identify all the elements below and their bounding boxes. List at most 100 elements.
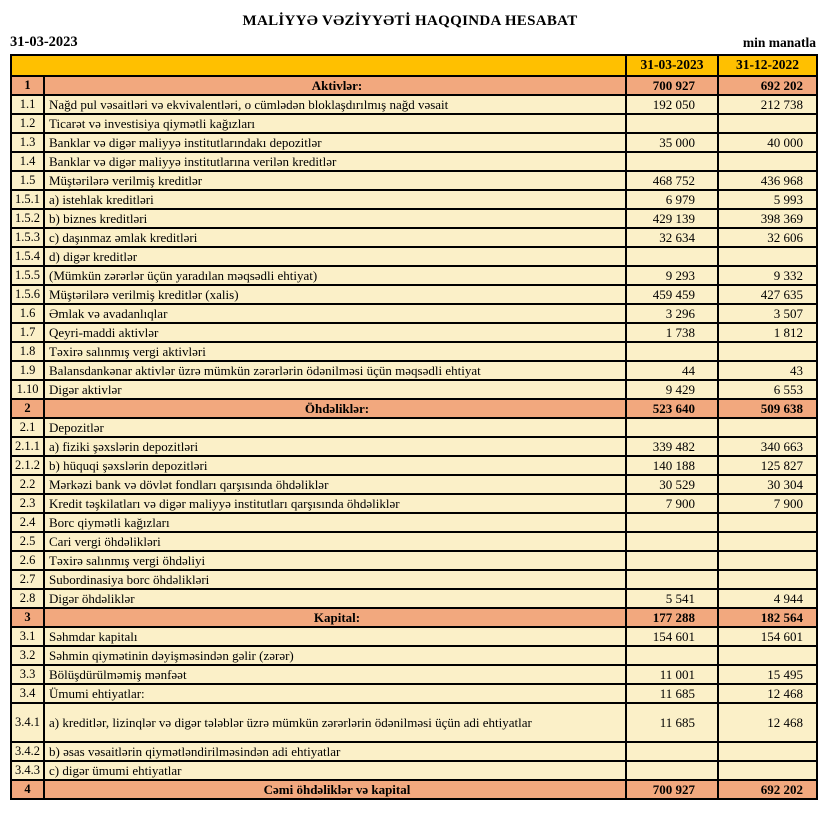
table-row: 2.2 Mərkəzi bank və dövlət fondları qarşı…	[10, 474, 818, 495]
row-label-cell: a) fiziki şəxslərin depozitləri	[43, 436, 627, 457]
table-row: 1.1 Nağd pul vəsaitləri və ekvivalentləri…	[10, 94, 818, 115]
value-2023-cell: 32 634	[625, 227, 719, 248]
row-label-cell: a) kreditlər, lizinqlər və digər tələblə…	[43, 702, 627, 743]
value-2023-cell: 7 900	[625, 493, 719, 514]
value-2023-cell	[625, 531, 719, 552]
row-number-cell: 3.4	[10, 683, 45, 704]
row-label-cell: Digər öhdəliklər	[43, 588, 627, 609]
table-row: 3.1 Səhmdar kapitalı 154 601 154 601	[10, 626, 818, 647]
unit-note: min manatla	[742, 35, 816, 50]
row-label-cell: Təxirə salınmış vergi aktivləri	[43, 341, 627, 362]
table-row: 1.5.3 c) daşınmaz əmlak kreditləri 32 634 3…	[10, 227, 818, 248]
row-number-cell: 1.4	[10, 151, 45, 172]
value-2023-cell: 468 752	[625, 170, 719, 191]
value-2022-cell: 692 202	[717, 779, 818, 800]
row-label-cell: b) biznes kreditləri	[43, 208, 627, 229]
row-number-cell: 2.8	[10, 588, 45, 609]
value-2022-cell	[717, 417, 818, 438]
row-number-cell: 3.2	[10, 645, 45, 666]
table-row: 2.3 Kredit təşkilatları və digər maliyyə …	[10, 493, 818, 514]
value-2023-cell	[625, 417, 719, 438]
value-2022-cell	[717, 512, 818, 533]
row-number-cell: 1.5.3	[10, 227, 45, 248]
value-2022-cell: 6 553	[717, 379, 818, 400]
value-2023-cell	[625, 341, 719, 362]
row-number-cell: 1.1	[10, 94, 45, 115]
header-date-2023: 31-03-2023	[625, 54, 719, 77]
value-2022-cell: 12 468	[717, 702, 818, 743]
value-2022-cell: 154 601	[717, 626, 818, 647]
row-number-cell: 1.5.1	[10, 189, 45, 210]
row-number-cell: 2.1	[10, 417, 45, 438]
row-number-cell: 4	[10, 779, 45, 800]
row-number-cell: 1.9	[10, 360, 45, 381]
value-2023-cell: 1 738	[625, 322, 719, 343]
table-row: 1.2 Ticarət və investisiya qiymətli kağız…	[10, 113, 818, 134]
row-number-cell: 1.3	[10, 132, 45, 153]
value-2023-cell: 9 293	[625, 265, 719, 286]
table-header-row: 31-03-2023 31-12-2022	[10, 54, 818, 77]
value-2023-cell	[625, 246, 719, 267]
value-2023-cell: 11 685	[625, 683, 719, 704]
row-label-cell: b) hüquqi şəxslərin depozitləri	[43, 455, 627, 476]
row-number-cell: 2.4	[10, 512, 45, 533]
value-2022-cell: 398 369	[717, 208, 818, 229]
meta-row: 31-03-2023 min manatla	[10, 34, 816, 51]
table-row: 3.4 Ümumi ehtiyatlar: 11 685 12 468	[10, 683, 818, 704]
row-label-cell: Səhmdar kapitalı	[43, 626, 627, 647]
table-row: 1.5.4 d) digər kreditlər	[10, 246, 818, 267]
row-number-cell: 2.1.2	[10, 455, 45, 476]
row-number-cell: 1.2	[10, 113, 45, 134]
table-row: 3.3 Bölüşdürülməmiş mənfəət 11 001 15 495	[10, 664, 818, 685]
row-number-cell: 2.2	[10, 474, 45, 495]
value-2022-cell: 692 202	[717, 75, 818, 96]
row-number-cell: 1.7	[10, 322, 45, 343]
table-row: 4 Cəmi öhdəliklər və kapital 700 927 692 20…	[10, 779, 818, 800]
value-2023-cell	[625, 645, 719, 666]
table-body: 1 Aktivlər: 700 927 692 202 1.1 Nağd pul vəsa…	[10, 75, 818, 800]
row-label-cell: Ticarət və investisiya qiymətli kağızlar…	[43, 113, 627, 134]
table-row: 1.7 Qeyri-maddi aktivlər 1 738 1 812	[10, 322, 818, 343]
value-2022-cell: 43	[717, 360, 818, 381]
value-2022-cell: 9 332	[717, 265, 818, 286]
value-2022-cell	[717, 151, 818, 172]
value-2022-cell: 40 000	[717, 132, 818, 153]
value-2023-cell: 5 541	[625, 588, 719, 609]
value-2023-cell: 339 482	[625, 436, 719, 457]
row-number-cell: 3	[10, 607, 45, 628]
page-title: MALİYYƏ VƏZİYYƏTİ HAQQINDA HESABAT	[242, 13, 578, 29]
table-row: 1.4 Banklar və digər maliyyə institutları…	[10, 151, 818, 172]
row-number-cell: 1.5.2	[10, 208, 45, 229]
value-2022-cell: 212 738	[717, 94, 818, 115]
value-2023-cell	[625, 550, 719, 571]
row-label-cell: Digər aktivlər	[43, 379, 627, 400]
header-date-2022: 31-12-2022	[717, 54, 818, 77]
value-2022-cell: 3 507	[717, 303, 818, 324]
row-number-cell: 1.5.6	[10, 284, 45, 305]
row-label-cell: Müştərilərə verilmiş kreditlər (xalis)	[43, 284, 627, 305]
row-label-cell: c) digər ümumi ehtiyatlar	[43, 760, 627, 781]
row-label-cell: b) əsas vəsaitlərin qiymətləndirilməsind…	[43, 741, 627, 762]
value-2023-cell: 6 979	[625, 189, 719, 210]
value-2023-cell: 35 000	[625, 132, 719, 153]
table-row: 2.7 Subordinasiya borc öhdəlikləri	[10, 569, 818, 590]
row-label-cell: Öhdəliklər:	[43, 398, 627, 419]
header-empty-cell	[10, 54, 627, 77]
value-2022-cell: 15 495	[717, 664, 818, 685]
table-row: 2.1 Depozitlər	[10, 417, 818, 438]
row-label-cell: Banklar və digər maliyyə institutlarında…	[43, 132, 627, 153]
value-2023-cell: 9 429	[625, 379, 719, 400]
row-label-cell: Səhmin qiymətinin dəyişməsindən gəlir (z…	[43, 645, 627, 666]
row-number-cell: 1.6	[10, 303, 45, 324]
row-label-cell: Cəmi öhdəliklər və kapital	[43, 779, 627, 800]
table-row: 2.6 Təxirə salınmış vergi öhdəliyi	[10, 550, 818, 571]
value-2023-cell	[625, 569, 719, 590]
table-row: 1.9 Balansdankənar aktivlər üzrə mümkün z…	[10, 360, 818, 381]
value-2022-cell: 509 638	[717, 398, 818, 419]
table-row: 1.5.2 b) biznes kreditləri 429 139 398 369	[10, 208, 818, 229]
value-2023-cell: 523 640	[625, 398, 719, 419]
row-label-cell: a) istehlak kreditləri	[43, 189, 627, 210]
value-2023-cell: 177 288	[625, 607, 719, 628]
table-row: 3.4.3 c) digər ümumi ehtiyatlar	[10, 760, 818, 781]
value-2022-cell	[717, 760, 818, 781]
